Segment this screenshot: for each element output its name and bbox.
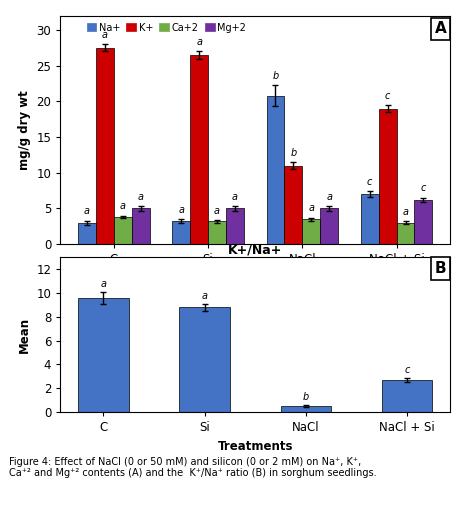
Bar	[96, 48, 113, 244]
Text: a: a	[232, 192, 238, 202]
Y-axis label: Mean: Mean	[18, 317, 31, 353]
Text: a: a	[213, 206, 219, 216]
Text: a: a	[178, 205, 184, 215]
Bar	[319, 208, 338, 244]
Text: b: b	[290, 148, 296, 158]
X-axis label: Treatments: Treatments	[217, 272, 292, 285]
Text: a: a	[100, 279, 106, 289]
Legend: Na+, K+, Ca+2, Mg+2: Na+, K+, Ca+2, Mg+2	[84, 20, 248, 35]
Text: b: b	[272, 71, 278, 81]
Bar	[225, 208, 244, 244]
Bar	[78, 223, 96, 244]
Text: B: B	[433, 261, 445, 276]
Text: a: a	[84, 206, 90, 216]
Bar	[280, 406, 331, 412]
Text: a: a	[401, 207, 407, 217]
Bar	[396, 223, 413, 244]
Text: a: a	[325, 192, 332, 202]
Bar	[131, 208, 150, 244]
X-axis label: Treatments: Treatments	[217, 440, 292, 453]
Text: c: c	[420, 183, 425, 193]
Bar	[381, 380, 432, 412]
Text: c: c	[366, 177, 372, 187]
Bar	[284, 165, 302, 244]
Bar	[207, 222, 225, 244]
Bar	[172, 222, 190, 244]
Text: a: a	[119, 201, 125, 211]
Y-axis label: mg/g dry wt: mg/g dry wt	[18, 90, 31, 170]
Bar	[378, 109, 396, 244]
Text: a: a	[307, 203, 313, 214]
Text: b: b	[302, 392, 308, 402]
Text: a: a	[196, 37, 202, 47]
Text: c: c	[384, 91, 389, 101]
Bar	[413, 200, 432, 244]
Text: c: c	[403, 364, 409, 375]
Bar	[190, 55, 207, 244]
Bar	[302, 219, 319, 244]
Text: a: a	[102, 30, 108, 40]
Text: Figure 4: Effect of NaCl (0 or 50 mM) and silicon (0 or 2 mM) on Na⁺, K⁺,
Ca⁺² a: Figure 4: Effect of NaCl (0 or 50 mM) an…	[9, 457, 376, 478]
Bar	[78, 298, 128, 412]
Bar	[266, 96, 284, 244]
Text: a: a	[201, 291, 207, 301]
Text: A: A	[433, 22, 445, 36]
Bar	[360, 194, 378, 244]
Bar	[179, 307, 229, 412]
Title: K+/Na+: K+/Na+	[227, 243, 282, 256]
Text: a: a	[138, 192, 144, 202]
Bar	[113, 217, 131, 244]
